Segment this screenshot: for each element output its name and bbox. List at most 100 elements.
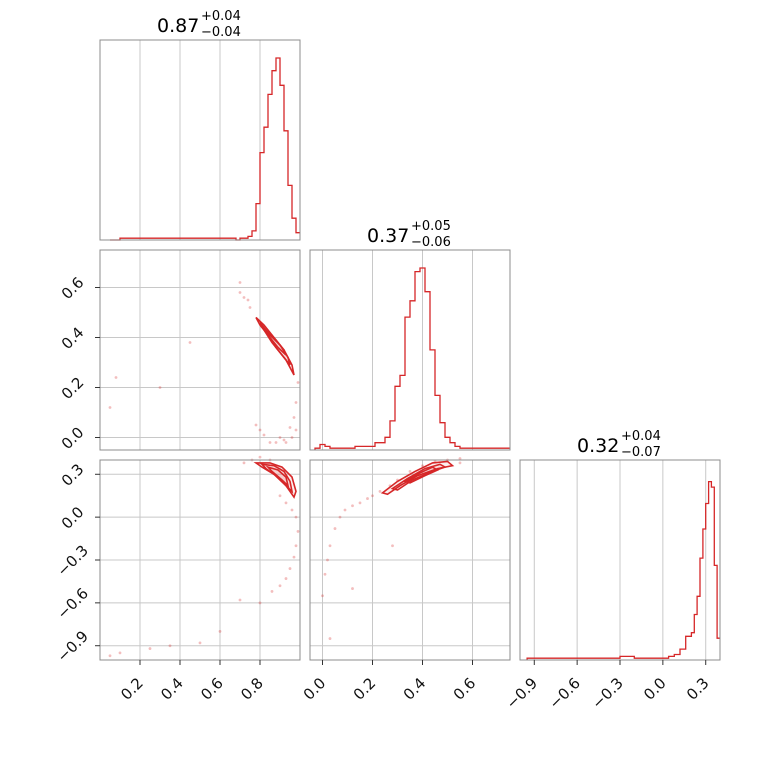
scatter-point xyxy=(168,644,172,648)
scatter-point xyxy=(323,572,327,576)
scatter-point xyxy=(282,438,286,442)
scatter-point xyxy=(290,436,294,439)
y-tick-label: −0.9 xyxy=(53,627,91,665)
panel-frame xyxy=(309,459,511,661)
scatter-point xyxy=(246,298,250,302)
scatter-point xyxy=(296,381,300,384)
scatter-point xyxy=(258,601,262,605)
x-tick-label: 0.6 xyxy=(197,674,227,704)
scatter-point xyxy=(158,386,162,389)
panel-frame xyxy=(309,249,511,451)
y-tick-label: 0.0 xyxy=(58,503,88,533)
contour-level xyxy=(265,465,290,489)
scatter-point xyxy=(288,426,292,429)
scatter-point xyxy=(270,590,274,593)
histogram-1 xyxy=(110,57,300,241)
scatter-point xyxy=(108,406,112,409)
x-tick-label: 0.8 xyxy=(237,674,267,704)
x-tick-label: 0.6 xyxy=(450,674,480,704)
title-median-3: 0.32 xyxy=(577,435,619,457)
x-tick-label: 0.0 xyxy=(300,674,330,704)
x-tick-label: 0.4 xyxy=(157,674,187,704)
scatter-point xyxy=(328,544,332,548)
scatter-point xyxy=(408,470,412,473)
scatter-point xyxy=(258,428,262,432)
scatter-point xyxy=(254,423,258,427)
y-tick-label: −0.6 xyxy=(53,584,91,622)
x-tick-label: 0.4 xyxy=(400,674,430,704)
scatter-point xyxy=(278,436,282,439)
scatter-point xyxy=(242,461,246,465)
scatter-point xyxy=(258,455,262,459)
scatter-point xyxy=(284,441,288,444)
scatter-point xyxy=(294,515,298,519)
scatter-point xyxy=(351,587,354,590)
scatter-point xyxy=(294,428,298,432)
x-tick-label: −0.6 xyxy=(545,674,583,712)
title-upper-error-3: +0.04 xyxy=(621,429,661,444)
scatter-point xyxy=(351,504,354,508)
scatter-point xyxy=(358,501,362,505)
panel-frame xyxy=(99,249,301,451)
scatter-point xyxy=(343,508,347,512)
contour-level xyxy=(259,463,294,494)
scatter-point xyxy=(248,306,252,309)
y-tick-label: 0.0 xyxy=(58,423,88,453)
scatter-point xyxy=(292,416,296,419)
scatter-point xyxy=(338,515,342,519)
title-lower-error-2: −0.06 xyxy=(411,235,451,250)
scatter-point xyxy=(366,497,369,500)
scatter-point xyxy=(326,558,329,562)
histogram-2 xyxy=(314,267,510,450)
scatter-point xyxy=(333,527,337,530)
x-tick-label: 0.0 xyxy=(640,674,670,704)
scatter-point xyxy=(108,654,112,658)
scatter-point xyxy=(198,641,202,645)
scatter-point xyxy=(238,291,242,294)
scatter-point xyxy=(118,651,122,655)
y-tick-label: −0.3 xyxy=(53,541,91,579)
y-tick-label: 0.6 xyxy=(58,273,88,303)
scatter-point xyxy=(290,508,294,512)
histogram-3 xyxy=(526,480,720,660)
x-tick-label: −0.3 xyxy=(588,674,626,712)
scatter-point xyxy=(238,598,242,602)
title-lower-error-3: −0.07 xyxy=(621,445,661,460)
x-tick-label: 0.3 xyxy=(683,674,713,704)
scatter-point xyxy=(378,490,382,493)
scatter-point xyxy=(284,577,288,580)
scatter-point xyxy=(458,461,462,465)
scatter-point xyxy=(296,530,300,533)
contour-level xyxy=(402,466,440,484)
scatter-point xyxy=(458,457,462,460)
x-tick-label: 0.2 xyxy=(350,674,380,704)
title-lower-error-1: −0.04 xyxy=(201,25,241,40)
scatter-point xyxy=(148,647,152,650)
contour-level xyxy=(265,329,287,356)
scatter-point xyxy=(268,441,272,444)
y-tick-label: 0.3 xyxy=(58,460,88,490)
title-median-2: 0.37 xyxy=(367,225,409,247)
scatter-point xyxy=(288,567,292,570)
scatter-point xyxy=(262,433,266,437)
scatter-point xyxy=(238,281,242,284)
scatter-point xyxy=(284,501,288,505)
scatter-point xyxy=(278,584,282,588)
contour-level xyxy=(390,463,447,491)
y-tick-label: 0.4 xyxy=(58,323,88,353)
contour-level xyxy=(380,460,455,496)
scatter-point xyxy=(114,376,118,379)
scatter-point xyxy=(242,296,246,299)
scatter-point xyxy=(371,494,374,498)
scatter-point xyxy=(274,441,278,444)
scatter-point xyxy=(328,637,332,640)
scatter-point xyxy=(391,544,394,548)
x-tick-label: 0.2 xyxy=(117,674,147,704)
scatter-point xyxy=(292,555,296,559)
title-upper-error-2: +0.05 xyxy=(411,219,451,234)
scatter-point xyxy=(278,494,282,498)
scatter-point xyxy=(321,594,324,598)
x-tick-label: −0.9 xyxy=(503,674,541,712)
scatter-point xyxy=(294,401,298,404)
